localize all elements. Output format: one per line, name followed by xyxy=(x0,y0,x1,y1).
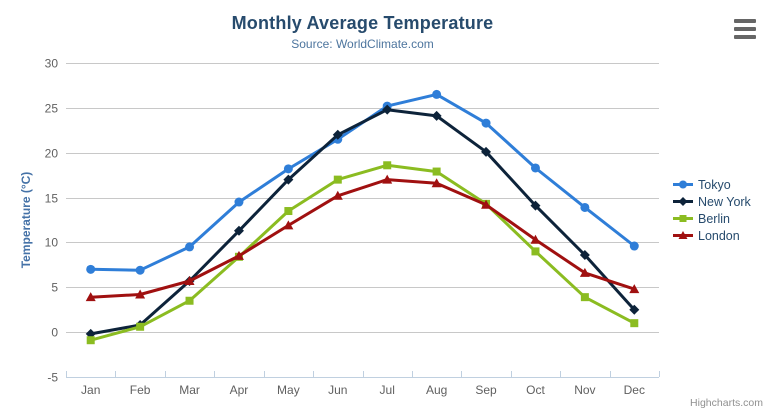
data-point-new-york-4[interactable] xyxy=(283,174,294,185)
export-menu-button[interactable] xyxy=(734,19,758,39)
data-point-tokyo-10[interactable] xyxy=(580,202,590,212)
y-tick-label: -5 xyxy=(47,371,58,385)
x-tick-label: Feb xyxy=(130,383,151,397)
data-point-new-york-9[interactable] xyxy=(530,200,541,211)
hamburger-icon xyxy=(734,35,756,39)
data-point-tokyo-9[interactable] xyxy=(530,163,540,173)
data-point-london-9[interactable] xyxy=(530,234,541,244)
hamburger-icon xyxy=(734,19,756,23)
data-point-berlin-4[interactable] xyxy=(284,207,293,216)
series-line-berlin xyxy=(89,163,636,342)
x-tick-label: Jul xyxy=(380,383,395,397)
data-point-london-8[interactable] xyxy=(481,199,492,209)
data-point-berlin-10[interactable] xyxy=(580,293,589,302)
data-point-tokyo-1[interactable] xyxy=(135,265,145,275)
data-point-berlin-6[interactable] xyxy=(383,161,392,170)
data-point-london-11[interactable] xyxy=(629,284,640,294)
y-tick-label: 15 xyxy=(45,192,59,206)
hamburger-icon xyxy=(734,27,756,31)
legend-label: Tokyo xyxy=(698,177,731,192)
legend-item-tokyo[interactable]: Tokyo xyxy=(673,176,751,193)
y-tick-label: 30 xyxy=(45,57,59,71)
triangle-marker-icon xyxy=(673,231,693,239)
y-axis-title: Temperature (°C) xyxy=(19,172,33,269)
y-tick-label: 25 xyxy=(45,102,59,116)
x-tick-label: Apr xyxy=(230,383,249,397)
x-tick-label: May xyxy=(277,383,300,397)
x-tick-label: Oct xyxy=(526,383,545,397)
x-tick-label: Dec xyxy=(624,383,645,397)
data-point-berlin-1[interactable] xyxy=(136,322,145,331)
legend-item-new-york[interactable]: New York xyxy=(673,193,751,210)
data-point-tokyo-2[interactable] xyxy=(185,242,195,252)
y-tick-label: 5 xyxy=(51,281,58,295)
legend-label: New York xyxy=(698,194,751,209)
y-tick-label: 20 xyxy=(45,147,59,161)
square-marker-icon xyxy=(673,215,693,222)
chart-subtitle: Source: WorldClimate.com xyxy=(291,37,434,51)
series-line-london xyxy=(89,178,636,299)
data-point-london-2[interactable] xyxy=(184,276,195,286)
data-point-berlin-9[interactable] xyxy=(531,247,540,256)
x-tick-label: Aug xyxy=(426,383,447,397)
y-tick-label: 0 xyxy=(51,326,58,340)
data-point-berlin-2[interactable] xyxy=(185,296,194,305)
data-point-tokyo-0[interactable] xyxy=(86,264,96,274)
data-point-london-4[interactable] xyxy=(283,220,294,230)
data-point-new-york-5[interactable] xyxy=(332,129,343,140)
series-line-new-york xyxy=(89,108,636,336)
data-point-berlin-5[interactable] xyxy=(333,175,342,184)
diamond-marker-icon xyxy=(673,197,693,206)
data-point-london-3[interactable] xyxy=(233,250,244,260)
data-point-new-york-6[interactable] xyxy=(382,104,393,115)
data-point-london-0[interactable] xyxy=(85,292,96,302)
data-point-london-5[interactable] xyxy=(332,190,343,200)
data-point-new-york-10[interactable] xyxy=(579,249,590,260)
data-point-new-york-7[interactable] xyxy=(431,110,442,121)
data-point-london-6[interactable] xyxy=(382,174,393,184)
legend-label: Berlin xyxy=(698,211,730,226)
data-point-berlin-11[interactable] xyxy=(630,319,639,328)
data-point-tokyo-4[interactable] xyxy=(283,164,293,174)
data-point-berlin-0[interactable] xyxy=(86,336,95,345)
data-point-london-10[interactable] xyxy=(579,267,590,277)
data-point-tokyo-7[interactable] xyxy=(432,89,442,99)
x-tick-label: Sep xyxy=(475,383,497,397)
y-tick-label: 10 xyxy=(45,236,59,250)
data-point-new-york-11[interactable] xyxy=(629,304,640,315)
data-point-new-york-8[interactable] xyxy=(481,146,492,157)
data-point-new-york-3[interactable] xyxy=(233,225,244,236)
chart-title: Monthly Average Temperature xyxy=(231,13,494,33)
data-point-tokyo-8[interactable] xyxy=(481,118,491,128)
legend-item-london[interactable]: London xyxy=(673,227,751,244)
circle-marker-icon xyxy=(673,180,693,189)
x-tick-label: Nov xyxy=(574,383,595,397)
legend-item-berlin[interactable]: Berlin xyxy=(673,210,751,227)
data-point-london-1[interactable] xyxy=(135,289,146,299)
x-tick-label: Mar xyxy=(179,383,200,397)
legend: Tokyo New York Berlin London xyxy=(673,176,751,244)
x-tick-label: Jan xyxy=(81,383,100,397)
x-tick-label: Jun xyxy=(328,383,347,397)
credits-link[interactable]: Highcharts.com xyxy=(690,397,763,409)
data-point-tokyo-3[interactable] xyxy=(234,197,244,207)
legend-label: London xyxy=(698,228,740,243)
data-point-london-7[interactable] xyxy=(431,178,442,188)
data-point-tokyo-11[interactable] xyxy=(629,241,639,251)
data-point-berlin-7[interactable] xyxy=(432,167,441,176)
